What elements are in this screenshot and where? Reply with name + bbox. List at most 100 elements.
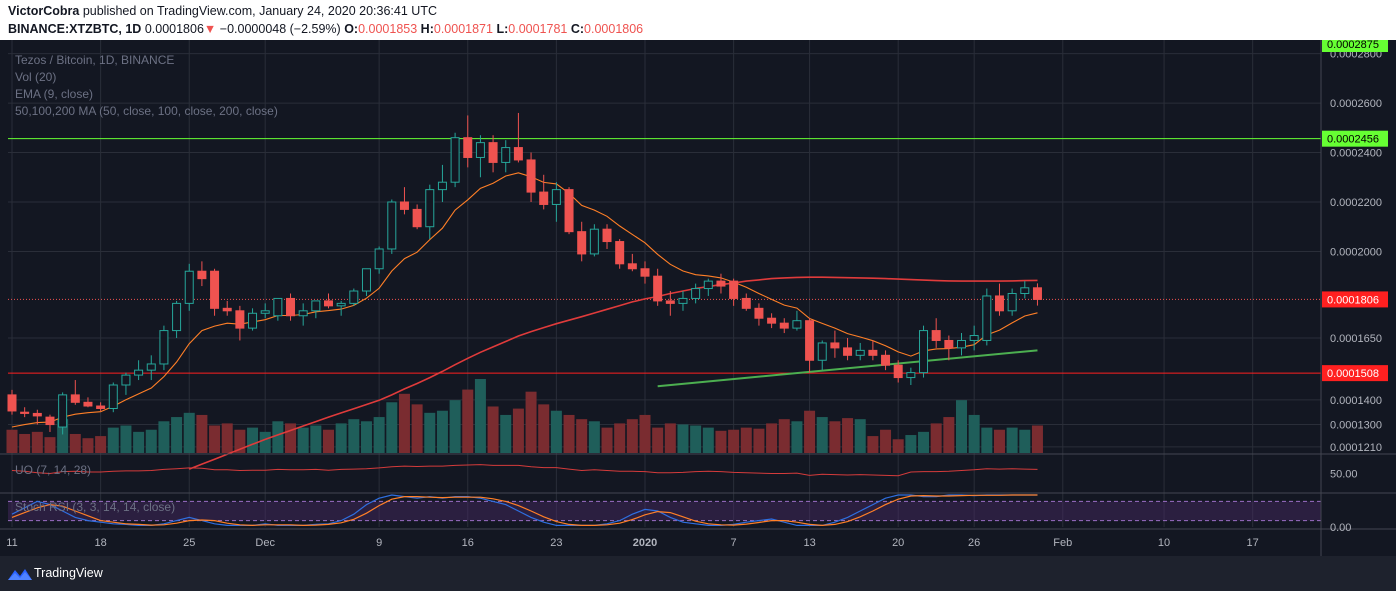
candle[interactable] [374,246,384,274]
volume-bar [766,423,778,453]
candle[interactable] [324,293,333,309]
candle[interactable] [931,318,941,348]
candle[interactable] [361,268,371,296]
candle[interactable] [501,140,511,173]
candle[interactable] [222,300,232,316]
candle[interactable] [754,303,764,326]
candle[interactable] [437,164,447,202]
candle[interactable] [311,300,321,319]
candle[interactable] [729,278,739,306]
candle[interactable] [855,342,865,361]
tradingview-logo-icon[interactable] [8,566,32,582]
candle[interactable] [184,263,194,311]
candle[interactable] [805,318,815,373]
candle[interactable] [172,300,182,339]
candle[interactable] [716,273,726,294]
candle[interactable] [969,325,979,351]
candle[interactable] [20,407,30,418]
publish-info: VictorCobra published on TradingView.com… [8,4,437,18]
candle[interactable] [526,152,536,202]
candle[interactable] [146,355,156,381]
price-label-box[interactable]: 0.0002875 [1322,40,1388,52]
candle[interactable] [450,132,460,188]
candle[interactable] [830,330,840,358]
candle[interactable] [640,261,650,284]
legend-title: Tezos / Bitcoin, 1D, BINANCE [15,53,174,67]
candle[interactable] [792,310,802,331]
candle[interactable] [286,293,296,321]
candle[interactable] [235,305,245,341]
candle[interactable] [817,340,827,371]
open-value: 0.0001853 [358,22,418,36]
candle[interactable] [868,340,878,361]
candle[interactable] [298,303,308,326]
candle[interactable] [336,300,346,316]
price-chart[interactable]: 0.00028000.00026000.00024000.00022000.00… [0,40,1396,556]
candle[interactable] [513,112,523,163]
candle[interactable] [691,283,701,304]
candle[interactable] [994,283,1004,316]
candle[interactable] [121,372,131,395]
candle[interactable] [387,199,397,254]
candle[interactable] [248,308,258,331]
price-label-box[interactable]: 0.0001508 [1322,365,1388,382]
candle[interactable] [881,350,891,371]
candle[interactable] [475,135,485,178]
candle[interactable] [488,135,498,173]
candle[interactable] [665,291,675,316]
candle[interactable] [7,389,17,415]
candle[interactable] [1007,288,1017,316]
horizontal-lines[interactable] [8,138,1321,374]
candle[interactable] [260,303,270,319]
candle[interactable] [399,187,409,215]
candle[interactable] [58,392,68,435]
candle[interactable] [779,318,789,334]
candle[interactable] [602,224,612,249]
price-label-box[interactable]: 0.0001806 [1322,291,1388,308]
candle[interactable] [1020,281,1030,299]
candles[interactable] [7,112,1042,435]
candle[interactable] [678,291,688,311]
candle[interactable] [273,297,283,321]
candle[interactable] [627,253,637,272]
candle[interactable] [893,360,903,383]
legend-ma: 50,100,200 MA (50, close, 100, close, 20… [15,104,278,118]
candle[interactable] [45,414,55,432]
candle-body [855,349,865,356]
candle[interactable] [767,313,777,329]
candle[interactable] [539,174,549,210]
candle[interactable] [83,397,93,408]
candle[interactable] [70,380,80,405]
candle[interactable] [944,335,954,361]
author-name[interactable]: VictorCobra [8,4,80,18]
candle[interactable] [134,360,144,381]
candle[interactable] [957,333,966,356]
candle[interactable] [843,338,853,361]
candle[interactable] [564,187,574,235]
candle[interactable] [1032,283,1042,306]
candle[interactable] [589,224,599,257]
candle[interactable] [210,268,220,316]
candle[interactable] [197,261,207,287]
volume-bar [95,436,107,453]
candle[interactable] [349,288,359,306]
candle[interactable] [551,182,561,222]
candle[interactable] [108,382,118,413]
candle[interactable] [96,402,106,411]
price-tick-label: 0.0002200 [1330,197,1382,209]
candle[interactable] [703,278,713,296]
candle[interactable] [919,325,929,378]
candle[interactable] [159,325,169,371]
candle[interactable] [463,115,473,168]
candle[interactable] [412,204,422,230]
candle[interactable] [577,221,587,262]
candle[interactable] [615,239,625,269]
tradingview-brand[interactable]: TradingView [34,566,103,580]
candle[interactable] [425,184,435,240]
candle[interactable] [741,293,751,311]
candle[interactable] [653,268,663,306]
candle[interactable] [906,367,916,385]
candle[interactable] [982,288,992,346]
candle[interactable] [32,409,42,425]
price-label-box[interactable]: 0.0002456 [1322,130,1388,147]
